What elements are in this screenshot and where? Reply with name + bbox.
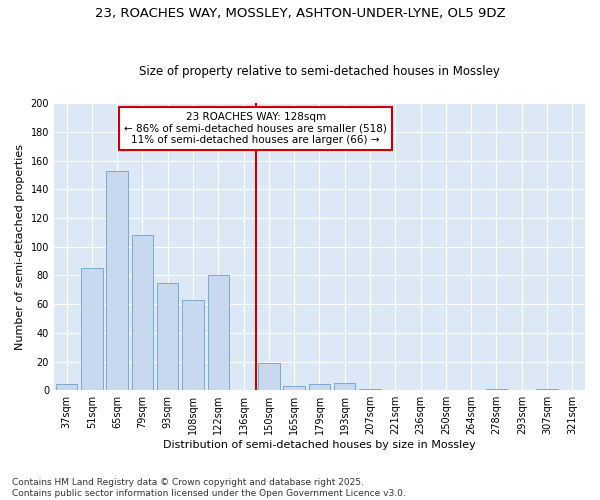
Bar [283,386,305,390]
Bar [131,236,153,390]
Bar [359,389,381,390]
Bar [208,276,229,390]
Bar [536,389,558,390]
Text: 23 ROACHES WAY: 128sqm
← 86% of semi-detached houses are smaller (518)
11% of se: 23 ROACHES WAY: 128sqm ← 86% of semi-det… [124,112,387,145]
Text: 23, ROACHES WAY, MOSSLEY, ASHTON-UNDER-LYNE, OL5 9DZ: 23, ROACHES WAY, MOSSLEY, ASHTON-UNDER-L… [95,8,505,20]
Bar [309,384,330,390]
Bar [182,300,204,390]
Bar [81,268,103,390]
Bar [157,282,178,390]
Title: Size of property relative to semi-detached houses in Mossley: Size of property relative to semi-detach… [139,66,500,78]
Bar [486,389,507,390]
Y-axis label: Number of semi-detached properties: Number of semi-detached properties [15,144,25,350]
Bar [334,383,355,390]
Text: Contains HM Land Registry data © Crown copyright and database right 2025.
Contai: Contains HM Land Registry data © Crown c… [12,478,406,498]
Bar [56,384,77,390]
Bar [106,170,128,390]
Bar [258,363,280,390]
X-axis label: Distribution of semi-detached houses by size in Mossley: Distribution of semi-detached houses by … [163,440,476,450]
